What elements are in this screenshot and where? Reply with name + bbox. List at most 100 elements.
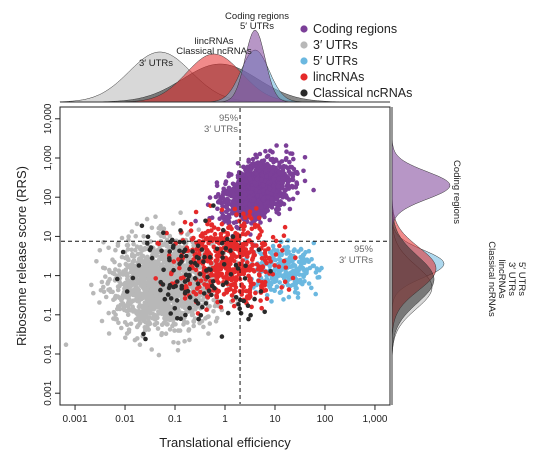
point-classical-ncrnas <box>171 267 176 273</box>
point-coding-regions <box>226 171 232 177</box>
point-5-utrs <box>286 277 291 283</box>
point-lincrnas <box>228 261 233 267</box>
point-3-utrs <box>149 347 154 352</box>
legend-marker <box>300 73 308 81</box>
point-5-utrs <box>306 281 312 286</box>
point-coding-regions <box>294 181 300 187</box>
point-3-utrs <box>103 294 109 300</box>
point-coding-regions <box>263 148 268 154</box>
point-classical-ncrnas <box>182 247 188 252</box>
point-coding-regions <box>269 200 274 205</box>
point-lincrnas <box>215 257 220 262</box>
legend-label: 5′ UTRs <box>313 54 358 68</box>
point-3-utrs <box>135 336 140 341</box>
point-coding-regions <box>241 194 247 200</box>
point-5-utrs <box>286 249 291 254</box>
point-coding-regions <box>207 195 213 200</box>
point-coding-regions <box>223 181 228 187</box>
point-3-utrs <box>119 235 125 241</box>
point-3-utrs <box>191 319 196 324</box>
point-classical-ncrnas <box>238 311 244 316</box>
point-coding-regions <box>235 161 241 166</box>
point-classical-ncrnas <box>201 259 206 265</box>
point-coding-regions <box>267 186 273 192</box>
point-classical-ncrnas <box>225 310 231 316</box>
point-3-utrs <box>116 320 121 326</box>
point-3-utrs <box>121 305 127 310</box>
point-3-utrs <box>172 328 177 333</box>
point-5-utrs <box>292 289 298 295</box>
point-classical-ncrnas <box>219 334 225 339</box>
point-lincrnas <box>253 206 259 211</box>
right-density-label: lincRNAs <box>496 259 507 298</box>
point-3-utrs <box>152 299 157 305</box>
point-classical-ncrnas <box>205 274 210 280</box>
point-3-utrs <box>134 244 140 249</box>
point-3-utrs <box>134 273 139 279</box>
point-lincrnas <box>206 240 211 246</box>
point-coding-regions <box>287 170 293 176</box>
point-3-utrs <box>166 263 171 269</box>
point-lincrnas <box>259 229 264 234</box>
point-coding-regions <box>281 170 286 176</box>
point-5-utrs <box>291 268 296 274</box>
point-classical-ncrnas <box>200 304 205 310</box>
point-3-utrs <box>140 253 146 259</box>
point-3-utrs <box>152 317 158 322</box>
point-lincrnas <box>171 259 177 264</box>
point-classical-ncrnas <box>159 248 164 254</box>
point-classical-ncrnas <box>179 259 184 264</box>
point-lincrnas <box>255 267 261 272</box>
y-tick-label: 100 <box>43 188 54 205</box>
scatter-points <box>63 143 324 358</box>
point-lincrnas <box>247 278 252 283</box>
point-classical-ncrnas <box>246 316 251 322</box>
point-lincrnas <box>215 266 221 272</box>
point-classical-ncrnas <box>194 254 200 260</box>
point-3-utrs <box>99 318 105 324</box>
point-3-utrs <box>125 242 131 248</box>
point-lincrnas <box>260 264 266 270</box>
point-3-utrs <box>177 328 183 333</box>
point-5-utrs <box>295 295 301 300</box>
point-classical-ncrnas <box>168 239 173 245</box>
point-lincrnas <box>224 290 230 295</box>
point-classical-ncrnas <box>175 316 180 321</box>
point-3-utrs <box>214 315 220 321</box>
point-5-utrs <box>291 248 296 254</box>
point-3-utrs <box>144 216 150 222</box>
point-coding-regions <box>270 149 275 155</box>
point-3-utrs <box>159 322 165 328</box>
point-lincrnas <box>236 236 242 242</box>
point-3-utrs <box>156 311 161 316</box>
point-lincrnas <box>259 305 265 311</box>
point-classical-ncrnas <box>192 260 198 266</box>
point-3-utrs <box>117 283 122 289</box>
point-classical-ncrnas <box>166 285 172 291</box>
point-3-utrs <box>119 325 124 331</box>
point-coding-regions <box>283 143 289 148</box>
point-3-utrs <box>126 300 132 305</box>
top-density-label: lincRNAs <box>194 36 233 47</box>
point-3-utrs <box>159 272 165 277</box>
point-5-utrs <box>296 249 301 254</box>
point-lincrnas <box>205 249 211 254</box>
point-coding-regions <box>265 195 271 200</box>
legend-marker <box>300 25 308 33</box>
point-lincrnas <box>218 262 223 267</box>
point-lincrnas <box>235 232 240 237</box>
point-3-utrs <box>167 327 173 332</box>
point-lincrnas <box>183 283 189 289</box>
point-5-utrs <box>283 269 289 275</box>
point-classical-ncrnas <box>177 239 182 245</box>
point-classical-ncrnas <box>196 316 201 322</box>
point-lincrnas <box>273 252 279 257</box>
point-coding-regions <box>279 159 285 164</box>
point-3-utrs <box>191 323 196 329</box>
point-3-utrs <box>91 290 96 296</box>
point-3-utrs <box>89 282 94 288</box>
point-lincrnas <box>281 233 287 238</box>
point-5-utrs <box>264 293 270 298</box>
point-classical-ncrnas <box>120 249 126 255</box>
